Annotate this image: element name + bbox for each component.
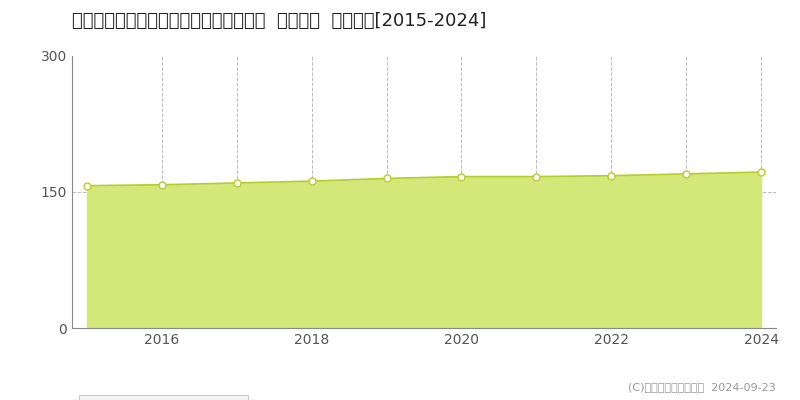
Text: 東京都杉並区久我山５丁目２８３番７外  公示地価  地価推移[2015-2024]: 東京都杉並区久我山５丁目２８３番７外 公示地価 地価推移[2015-2024] bbox=[72, 12, 486, 30]
Text: (C)土地価格ドットコム  2024-09-23: (C)土地価格ドットコム 2024-09-23 bbox=[628, 382, 776, 392]
Point bbox=[530, 173, 542, 180]
Point bbox=[155, 182, 168, 188]
Point bbox=[754, 169, 767, 175]
Point bbox=[380, 175, 393, 182]
Point bbox=[680, 171, 693, 177]
Point bbox=[81, 182, 94, 189]
Point bbox=[605, 172, 618, 179]
Point bbox=[306, 178, 318, 184]
Point bbox=[455, 173, 468, 180]
Legend: 公示地価 平均平単価(万円/平): 公示地価 平均平単価(万円/平) bbox=[79, 395, 248, 400]
Point bbox=[230, 180, 243, 186]
